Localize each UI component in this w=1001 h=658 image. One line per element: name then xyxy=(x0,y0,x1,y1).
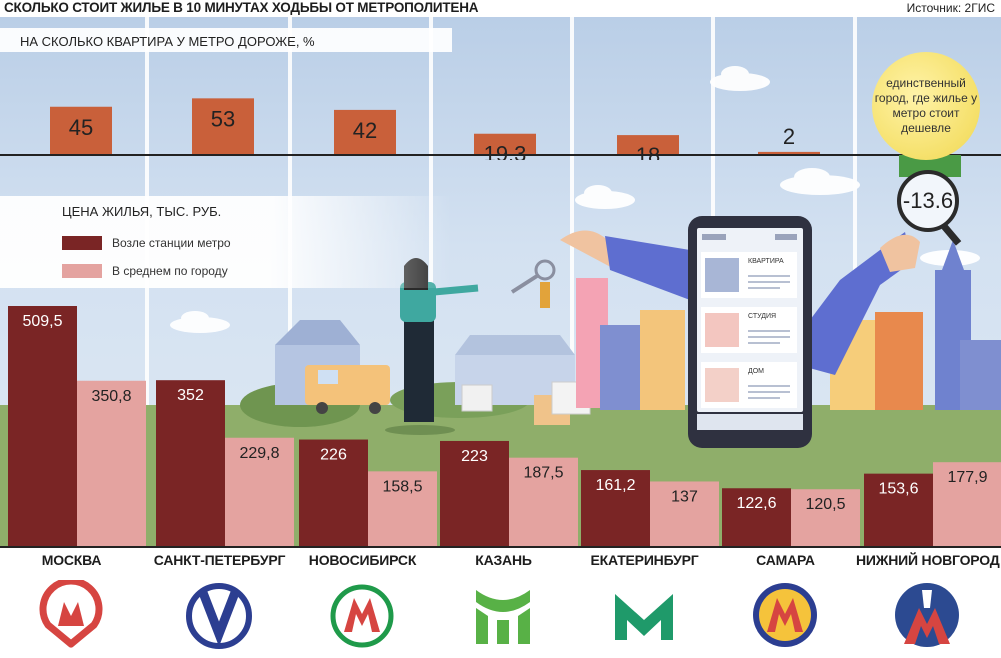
premium-bar-5 xyxy=(758,151,820,154)
spb-metro-logo-icon xyxy=(185,583,252,649)
phone-item-house: ДОМ xyxy=(748,368,765,375)
city-value-label-0: 350,8 xyxy=(91,388,131,405)
city-bar-4 xyxy=(650,481,719,546)
city-bar-3 xyxy=(509,457,578,546)
metro-bar-0 xyxy=(8,306,77,546)
city-value-label-6: 177,9 xyxy=(947,469,987,486)
premium-bar-3 xyxy=(474,133,536,154)
premium-value-label-1: 53 xyxy=(211,106,235,131)
city-value-label-3: 187,5 xyxy=(523,465,563,482)
premium-bar-1 xyxy=(192,98,254,154)
city-value-label-4: 137 xyxy=(671,488,698,505)
metro-bar-5 xyxy=(722,488,791,546)
novosibirsk-metro-logo-icon xyxy=(330,584,393,648)
phone-item-apartment: КВАРТИРА xyxy=(748,258,784,265)
metro-bar-6 xyxy=(864,473,933,546)
price-section-title: ЦЕНА ЖИЛЬЯ, ТЫС. РУБ. xyxy=(62,204,222,219)
legend-swatch-metro xyxy=(62,236,102,250)
metro-value-label-4: 161,2 xyxy=(595,477,635,494)
metro-value-label-6: 153,6 xyxy=(878,481,918,498)
city-name-4: ЕКАТЕРИНБУРГ xyxy=(590,552,699,568)
metro-value-label-0: 509,5 xyxy=(22,313,62,330)
city-name-0: МОСКВА xyxy=(41,552,102,568)
premium-baseline xyxy=(0,154,1001,156)
premium-value-label-5: 2 xyxy=(783,124,795,149)
city-value-label-1: 229,8 xyxy=(239,445,279,462)
premium-value-label-0: 45 xyxy=(69,115,93,140)
legend-label-city: В среднем по городу xyxy=(112,264,228,278)
price-chart: 509,5 350,8 352 229,8 226 158,5 223 187,5 161,2 1… xyxy=(8,306,1001,546)
metro-bar-4 xyxy=(581,470,650,546)
premium-bar-4 xyxy=(617,135,679,154)
metro-bar-1 xyxy=(156,380,225,546)
city-bar-0 xyxy=(77,380,146,546)
city-name-5: САМАРА xyxy=(756,552,815,568)
city-bar-5 xyxy=(791,489,860,546)
city-value-label-5: 120,5 xyxy=(805,496,845,513)
note-circle: единственный город, где жилье у метро ст… xyxy=(872,52,980,160)
moscow-metro-logo-icon xyxy=(39,580,102,648)
city-name-3: КАЗАНЬ xyxy=(475,552,532,568)
premium-bar-2 xyxy=(334,109,396,154)
metro-value-label-1: 352 xyxy=(177,387,204,404)
city-name-2: НОВОСИБИРСК xyxy=(308,552,417,568)
metro-value-label-2: 226 xyxy=(320,447,347,464)
phone-item-studio: СТУДИЯ xyxy=(748,313,777,320)
nn-metro-logo-icon xyxy=(894,583,959,647)
metro-bar-2 xyxy=(299,439,368,546)
premium-bar-0 xyxy=(50,106,112,154)
page-title: СКОЛЬКО СТОИТ ЖИЛЬЕ В 10 МИНУТАХ ХОДЬБЫ … xyxy=(4,0,479,15)
metro-value-label-5: 122,6 xyxy=(736,495,776,512)
samara-metro-logo-icon xyxy=(752,583,817,647)
city-value-label-2: 158,5 xyxy=(382,478,422,495)
metro-bar-3 xyxy=(440,440,509,546)
city-bar-6 xyxy=(933,462,1001,546)
ekaterinburg-metro-logo-icon xyxy=(614,594,673,640)
metro-value-label-3: 223 xyxy=(461,448,488,465)
source-label: Источник: 2ГИС xyxy=(906,1,995,15)
legend-swatch-city xyxy=(62,264,102,278)
premium-value-label-2: 42 xyxy=(353,118,377,143)
negative-value-magnifier: -13.6 xyxy=(897,170,959,232)
city-name-6: НИЖНИЙ НОВГОРОД xyxy=(856,552,1000,568)
negative-bar-nizhny-novgorod xyxy=(899,155,961,177)
legend-label-metro: Возле станции метро xyxy=(112,236,231,250)
title-row: СКОЛЬКО СТОИТ ЖИЛЬЕ В 10 МИНУТАХ ХОДЬБЫ … xyxy=(0,0,1001,17)
kazan-metro-logo-icon xyxy=(475,590,530,644)
city-bar-2 xyxy=(368,471,437,546)
subtitle-box xyxy=(0,28,452,52)
city-name-1: САНКТ-ПЕТЕРБУРГ xyxy=(153,552,286,568)
premium-subtitle: НА СКОЛЬКО КВАРТИРА У МЕТРО ДОРОЖЕ, % xyxy=(20,34,315,49)
city-bar-1 xyxy=(225,437,294,546)
